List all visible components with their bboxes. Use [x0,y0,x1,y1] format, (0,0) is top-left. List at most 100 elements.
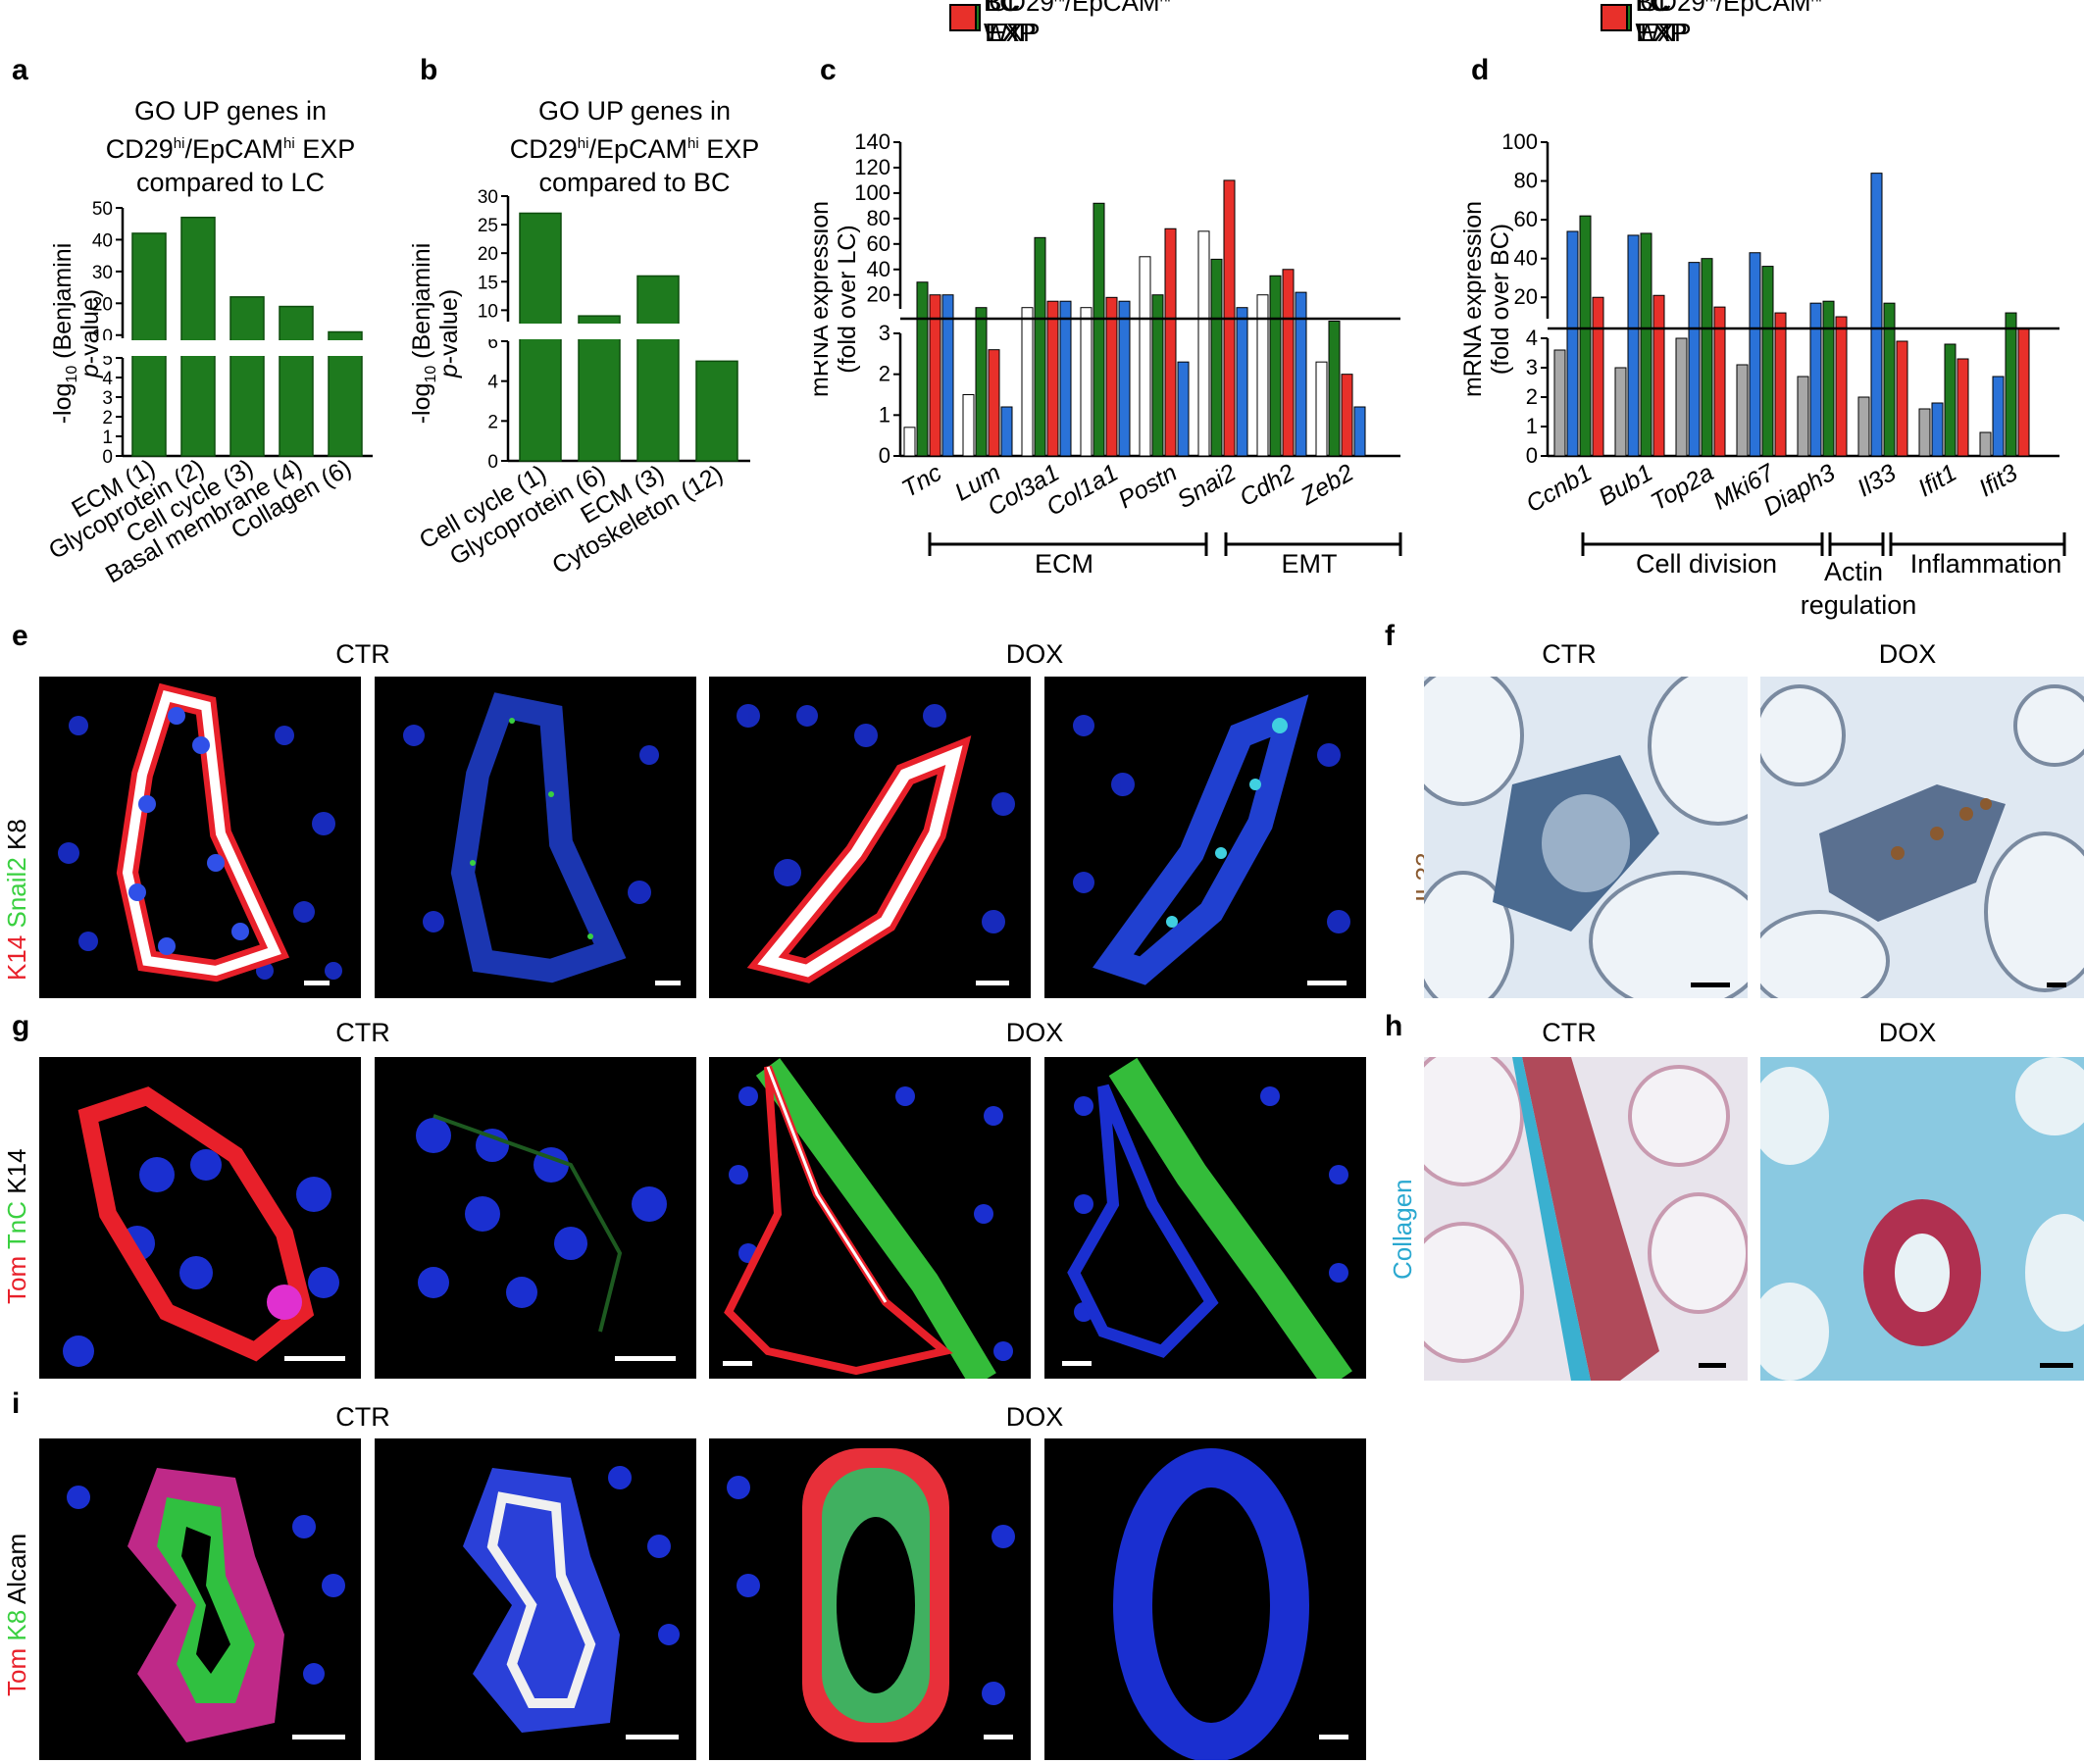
bar [1151,294,1164,457]
stain-k14: K14 [2,934,31,981]
bar [279,305,314,457]
legend-c-item: CD29hi/EpCAMhi EXP [949,0,1178,47]
panel-g-stain-label: Tom TnC K14 [2,1148,32,1304]
chart-d-group-regulation: regulation [1800,590,1917,620]
y-tick-label: 0 [1526,443,1538,468]
micrograph-g-dox-tnc [1044,1057,1366,1379]
bar [1749,252,1761,457]
bar [1640,232,1652,457]
legend-c-label-1: LC EXP [985,0,1037,47]
x-tick-label: Snai2 [1173,459,1241,514]
panel-b-title: GO UP genes in CD29hi/EpCAMhi EXP compar… [483,94,787,199]
panel-label-e: e [12,620,28,652]
panel-label-i: i [12,1387,21,1420]
bar [1164,227,1177,457]
chart-d-groups [1581,532,2066,556]
micrograph-f-ctr [1424,677,1748,998]
bar [1652,294,1665,457]
y-tick-label: 5 [102,349,113,370]
bar [1000,406,1013,457]
bar [1059,300,1072,457]
panel-b-title-line2: CD29hi/EpCAMhi EXP [509,134,760,164]
y-tick-label: 30 [478,187,498,208]
y-axis-label: -log10 (Benjamini [412,243,439,425]
panel-i-ctr: CTR [335,1402,390,1432]
panel-label-h: h [1385,1010,1403,1042]
y-tick-label: 20 [867,282,890,307]
bar [1979,431,1992,457]
chart-d: 0123420406080100Ccnb1Bub1Top2aMki67Diaph… [1461,129,2059,522]
y-tick-label: 20 [1514,284,1538,309]
chart-c-groups [928,532,1402,556]
bar [2005,312,2017,457]
y-tick-label: 10 [478,301,498,322]
bar [1774,312,1787,457]
panel-f-dox: DOX [1878,639,1937,669]
micrograph-h-dox [1760,1057,2084,1381]
bar [1835,316,1848,457]
y-tick-label: 30 [92,263,113,283]
y-tick-label: 40 [1514,246,1538,271]
legend-c-label-3: BC EXP [985,0,1037,47]
stain-tom: Tom [2,1255,31,1304]
panel-h-dox: DOX [1878,1018,1937,1047]
axis-break [88,340,382,356]
panel-label-a: a [12,54,28,86]
bar [1896,340,1908,457]
legend-swatch [949,4,978,31]
y-axis-label: -log10 (Benjamini [49,243,80,425]
bar [1592,296,1604,457]
y-axis-label-2: (fold over BC) [1487,224,1514,375]
y-tick-label: 4 [102,369,113,389]
x-tick-label: Zeb2 [1296,459,1358,511]
bar [1341,374,1353,457]
legend-c-label-2: CD29hi/EpCAMhi EXP [989,0,1170,47]
x-tick-label: Bub1 [1594,459,1657,511]
bar [1931,402,1944,457]
y-tick-label: 25 [478,216,498,236]
y-tick-label: 2 [1526,384,1538,409]
micrograph-h-ctr [1424,1057,1748,1381]
bar [1118,300,1131,457]
bar [1269,275,1282,457]
bar [1093,202,1105,457]
bar [1105,296,1118,457]
bar [1957,358,1969,457]
bar [1566,230,1579,457]
bar [1944,343,1957,457]
bar [1210,258,1223,457]
panel-b-title-line1: GO UP genes in [537,96,732,126]
panel-f-ctr: CTR [1542,639,1597,669]
x-tick-label: Il33 [1853,459,1901,502]
bar [1627,234,1640,457]
panel-a-title-line3: compared to LC [135,168,326,197]
bar [916,281,929,457]
y-tick-label: 4 [487,373,498,393]
x-tick-label: Cdh2 [1235,459,1299,512]
bar [1295,291,1307,457]
y-tick-label: 100 [1501,129,1538,154]
panel-g-ctr: CTR [335,1018,390,1047]
y-tick-label: 0 [879,443,890,468]
y-tick-label: 60 [1514,207,1538,231]
panel-i-dox: DOX [1005,1402,1064,1432]
legend-d-label-3: BC EXP [1636,0,1688,47]
bar [229,296,265,457]
bar [1177,361,1190,457]
stain-k8: K8 [2,1609,31,1641]
bar [695,360,738,462]
bar [1139,256,1151,457]
y-tick-label: 80 [867,206,890,230]
y-tick-label: 120 [854,155,890,179]
bar [1080,307,1093,457]
y-tick-label: 2 [879,362,890,386]
bar [1021,307,1034,457]
micrograph-g-dox-merge [709,1057,1031,1379]
bar [1992,376,2005,457]
panel-label-c: c [820,54,837,86]
y-tick-label: 50 [92,199,113,220]
x-tick-label: Top2a [1647,459,1718,517]
bar [1918,408,1931,457]
